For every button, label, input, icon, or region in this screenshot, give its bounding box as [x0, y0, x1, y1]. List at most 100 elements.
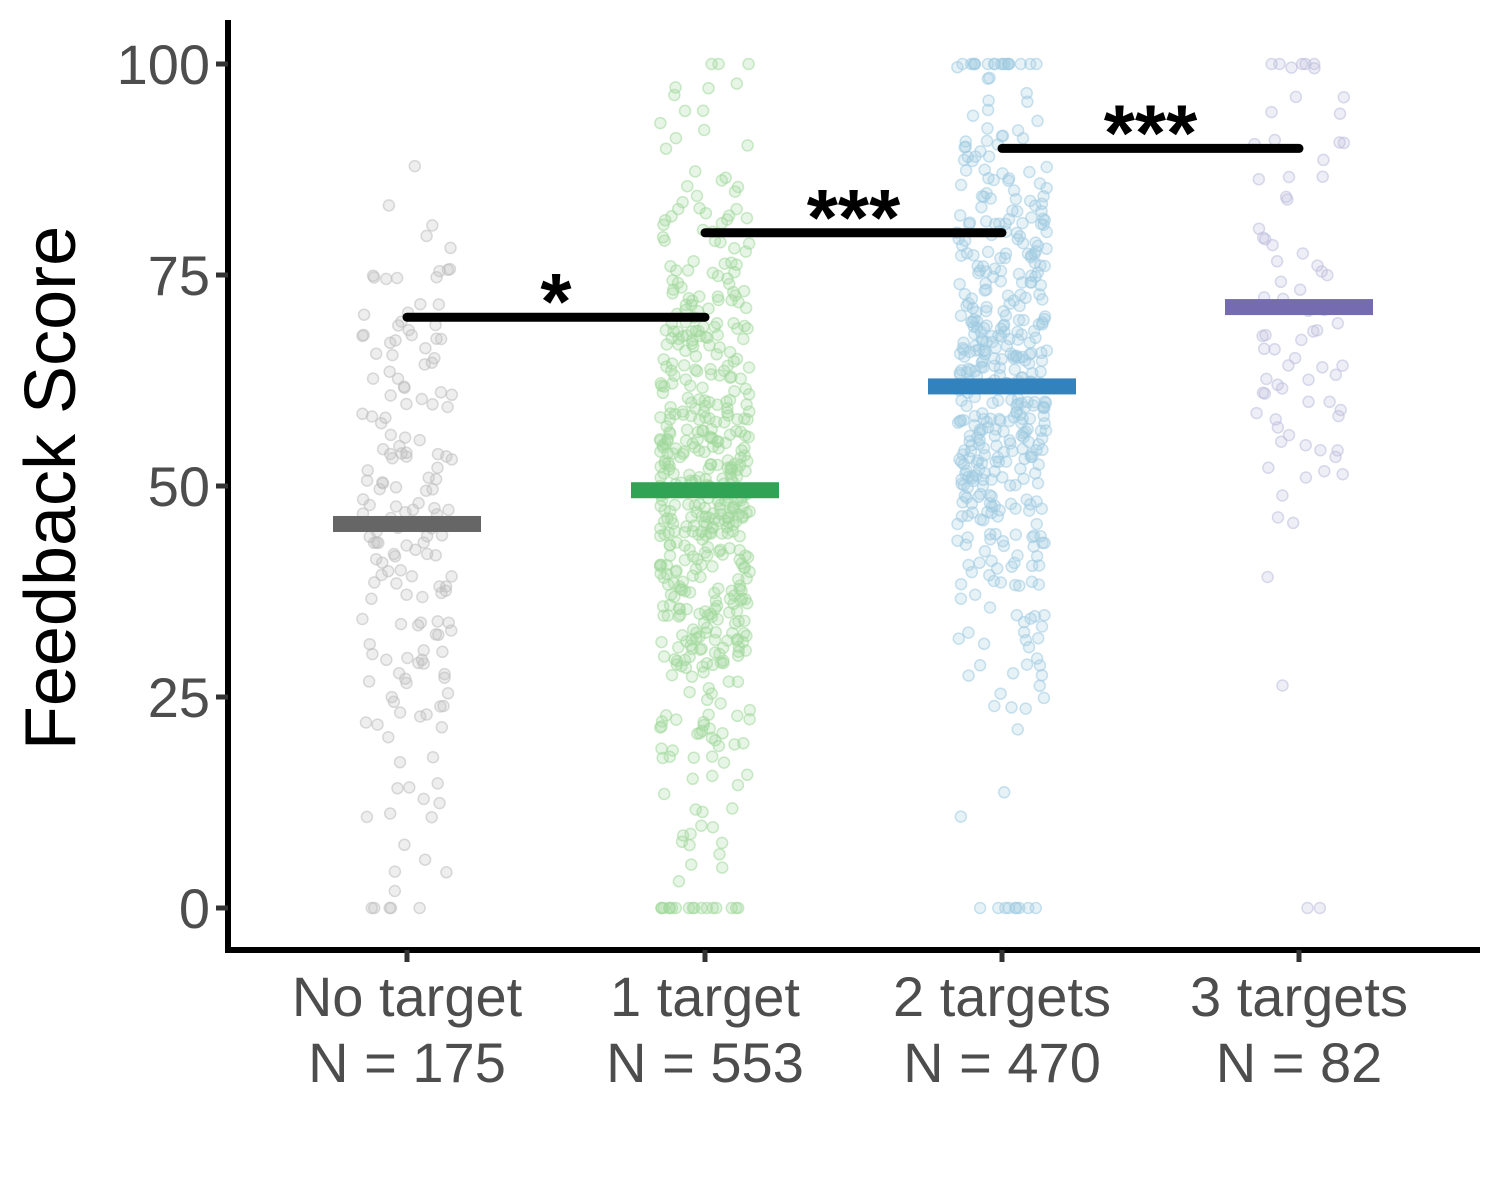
data-point: [678, 104, 692, 118]
data-point: [684, 639, 698, 652]
data-point: [722, 209, 736, 222]
data-point: [1016, 412, 1029, 426]
data-point: [414, 297, 427, 311]
data-point: [681, 264, 695, 277]
data-point: [669, 131, 683, 145]
data-point: [661, 578, 675, 591]
data-point: [705, 687, 718, 700]
data-point: [730, 413, 744, 426]
data-point: [1017, 313, 1030, 327]
data-point: [976, 513, 990, 527]
data-point: [1020, 86, 1033, 100]
data-point: [1036, 293, 1049, 306]
data-point: [664, 260, 677, 273]
data-point: [409, 543, 422, 557]
data-point: [982, 150, 996, 163]
data-point: [985, 506, 998, 520]
data-point: [981, 72, 995, 85]
data-point: [426, 483, 439, 496]
data-point: [721, 461, 735, 474]
data-point: [997, 786, 1011, 799]
data-point: [953, 209, 967, 222]
data-point: [1034, 529, 1047, 543]
data-point: [1021, 395, 1034, 409]
data-point: [368, 576, 381, 589]
data-point: [400, 450, 413, 463]
data-point: [962, 217, 976, 231]
data-point: [1336, 359, 1349, 372]
data-point: [433, 580, 446, 593]
data-point: [660, 567, 674, 581]
data-point: [991, 451, 1005, 464]
data-point: [732, 295, 745, 309]
data-point: [1023, 165, 1036, 179]
data-point: [697, 616, 711, 630]
data-point: [737, 332, 750, 346]
data-point: [700, 693, 714, 707]
data-point: [1031, 114, 1044, 128]
data-point: [1040, 344, 1054, 357]
data-point: [967, 474, 980, 488]
data-point: [743, 712, 756, 726]
data-point: [731, 778, 745, 792]
data-point: [678, 553, 692, 567]
data-point: [1295, 57, 1309, 71]
data-point: [430, 270, 443, 284]
data-point: [426, 751, 440, 764]
data-point: [1030, 57, 1043, 71]
data-point: [1295, 333, 1308, 347]
data-point: [1302, 373, 1315, 386]
data-point: [982, 94, 995, 107]
data-point: [725, 370, 738, 384]
data-point: [1317, 153, 1330, 167]
data-point: [997, 318, 1011, 331]
data-point: [996, 57, 1010, 71]
x-tick-label-3: 3 targets: [1190, 965, 1408, 1028]
data-point: [686, 772, 699, 786]
data-point: [1011, 723, 1024, 736]
data-point: [417, 536, 430, 549]
data-point: [400, 397, 413, 411]
data-point: [1318, 464, 1331, 478]
data-point: [684, 858, 698, 871]
data-point: [678, 584, 692, 598]
data-point: [422, 471, 435, 484]
data-point: [675, 835, 689, 849]
data-point: [357, 328, 370, 342]
data-point: [677, 359, 691, 372]
data-point: [965, 565, 979, 579]
data-point: [1034, 365, 1047, 378]
data-point: [661, 609, 675, 622]
data-point: [367, 271, 381, 284]
data-point: [388, 550, 402, 563]
data-point: [445, 388, 459, 402]
data-point: [417, 644, 430, 657]
data-point: [390, 577, 403, 590]
data-point: [706, 431, 719, 445]
data-point: [711, 328, 724, 342]
data-point: [981, 245, 995, 259]
data-point: [705, 731, 719, 745]
data-point: [440, 866, 453, 879]
data-point: [731, 901, 745, 915]
data-point: [1271, 511, 1285, 524]
y-tick-label-0: 0: [179, 877, 210, 940]
data-point: [725, 256, 738, 269]
data-point: [954, 309, 968, 322]
data-point: [1032, 438, 1045, 451]
data-point: [715, 836, 729, 850]
data-point: [967, 248, 980, 262]
x-count-label-1: N = 553: [606, 1031, 804, 1094]
data-point: [1276, 489, 1289, 502]
data-point: [1010, 205, 1024, 218]
y-tick-label-2: 50: [148, 455, 210, 518]
data-point: [709, 901, 723, 915]
data-point: [654, 116, 667, 130]
points-0: [356, 159, 459, 915]
data-point: [425, 356, 439, 369]
data-point: [1034, 259, 1047, 272]
data-point: [710, 317, 724, 330]
data-point: [436, 645, 449, 659]
data-point: [1037, 691, 1051, 705]
data-point: [676, 195, 689, 209]
